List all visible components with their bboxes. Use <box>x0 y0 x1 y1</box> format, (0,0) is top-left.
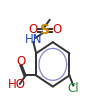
Text: Cl: Cl <box>67 82 79 95</box>
Text: O: O <box>16 55 25 68</box>
Text: HO: HO <box>7 78 26 91</box>
Text: HN: HN <box>25 33 42 46</box>
Text: S: S <box>40 23 50 37</box>
Text: O: O <box>52 23 61 37</box>
Text: O: O <box>28 23 37 37</box>
